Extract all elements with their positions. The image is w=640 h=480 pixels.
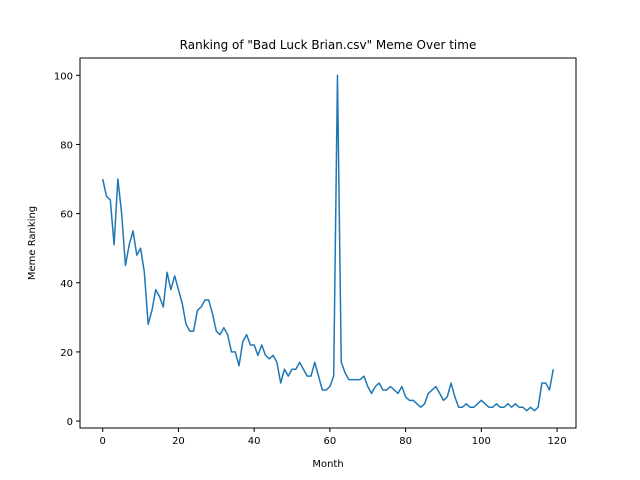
y-axis-label: Meme Ranking [27,206,38,280]
y-axis: 0 20 40 60 80 100 [54,71,80,428]
x-tick-label: 120 [548,436,567,447]
y-tick-label: 100 [54,71,73,82]
x-tick-label: 0 [100,436,106,447]
x-tick-label: 20 [172,436,185,447]
plot-frame [79,57,577,429]
x-axis: 0 20 40 60 80 100 120 [100,428,567,447]
y-tick-label: 60 [60,210,73,221]
series-line-0 [101,74,555,412]
x-tick-label: 100 [472,436,491,447]
x-axis-label: Month [312,459,343,470]
x-tick-label: 40 [248,436,261,447]
x-tick-label: 80 [399,436,412,447]
series-layer [101,74,555,412]
chart-title: Ranking of "Bad Luck Brian.csv" Meme Ove… [180,38,477,52]
x-tick-label: 60 [324,436,337,447]
y-tick-label: 40 [60,279,73,290]
y-tick-label: 80 [60,140,73,151]
y-tick-label: 20 [60,348,73,359]
y-tick-label: 0 [67,417,73,428]
